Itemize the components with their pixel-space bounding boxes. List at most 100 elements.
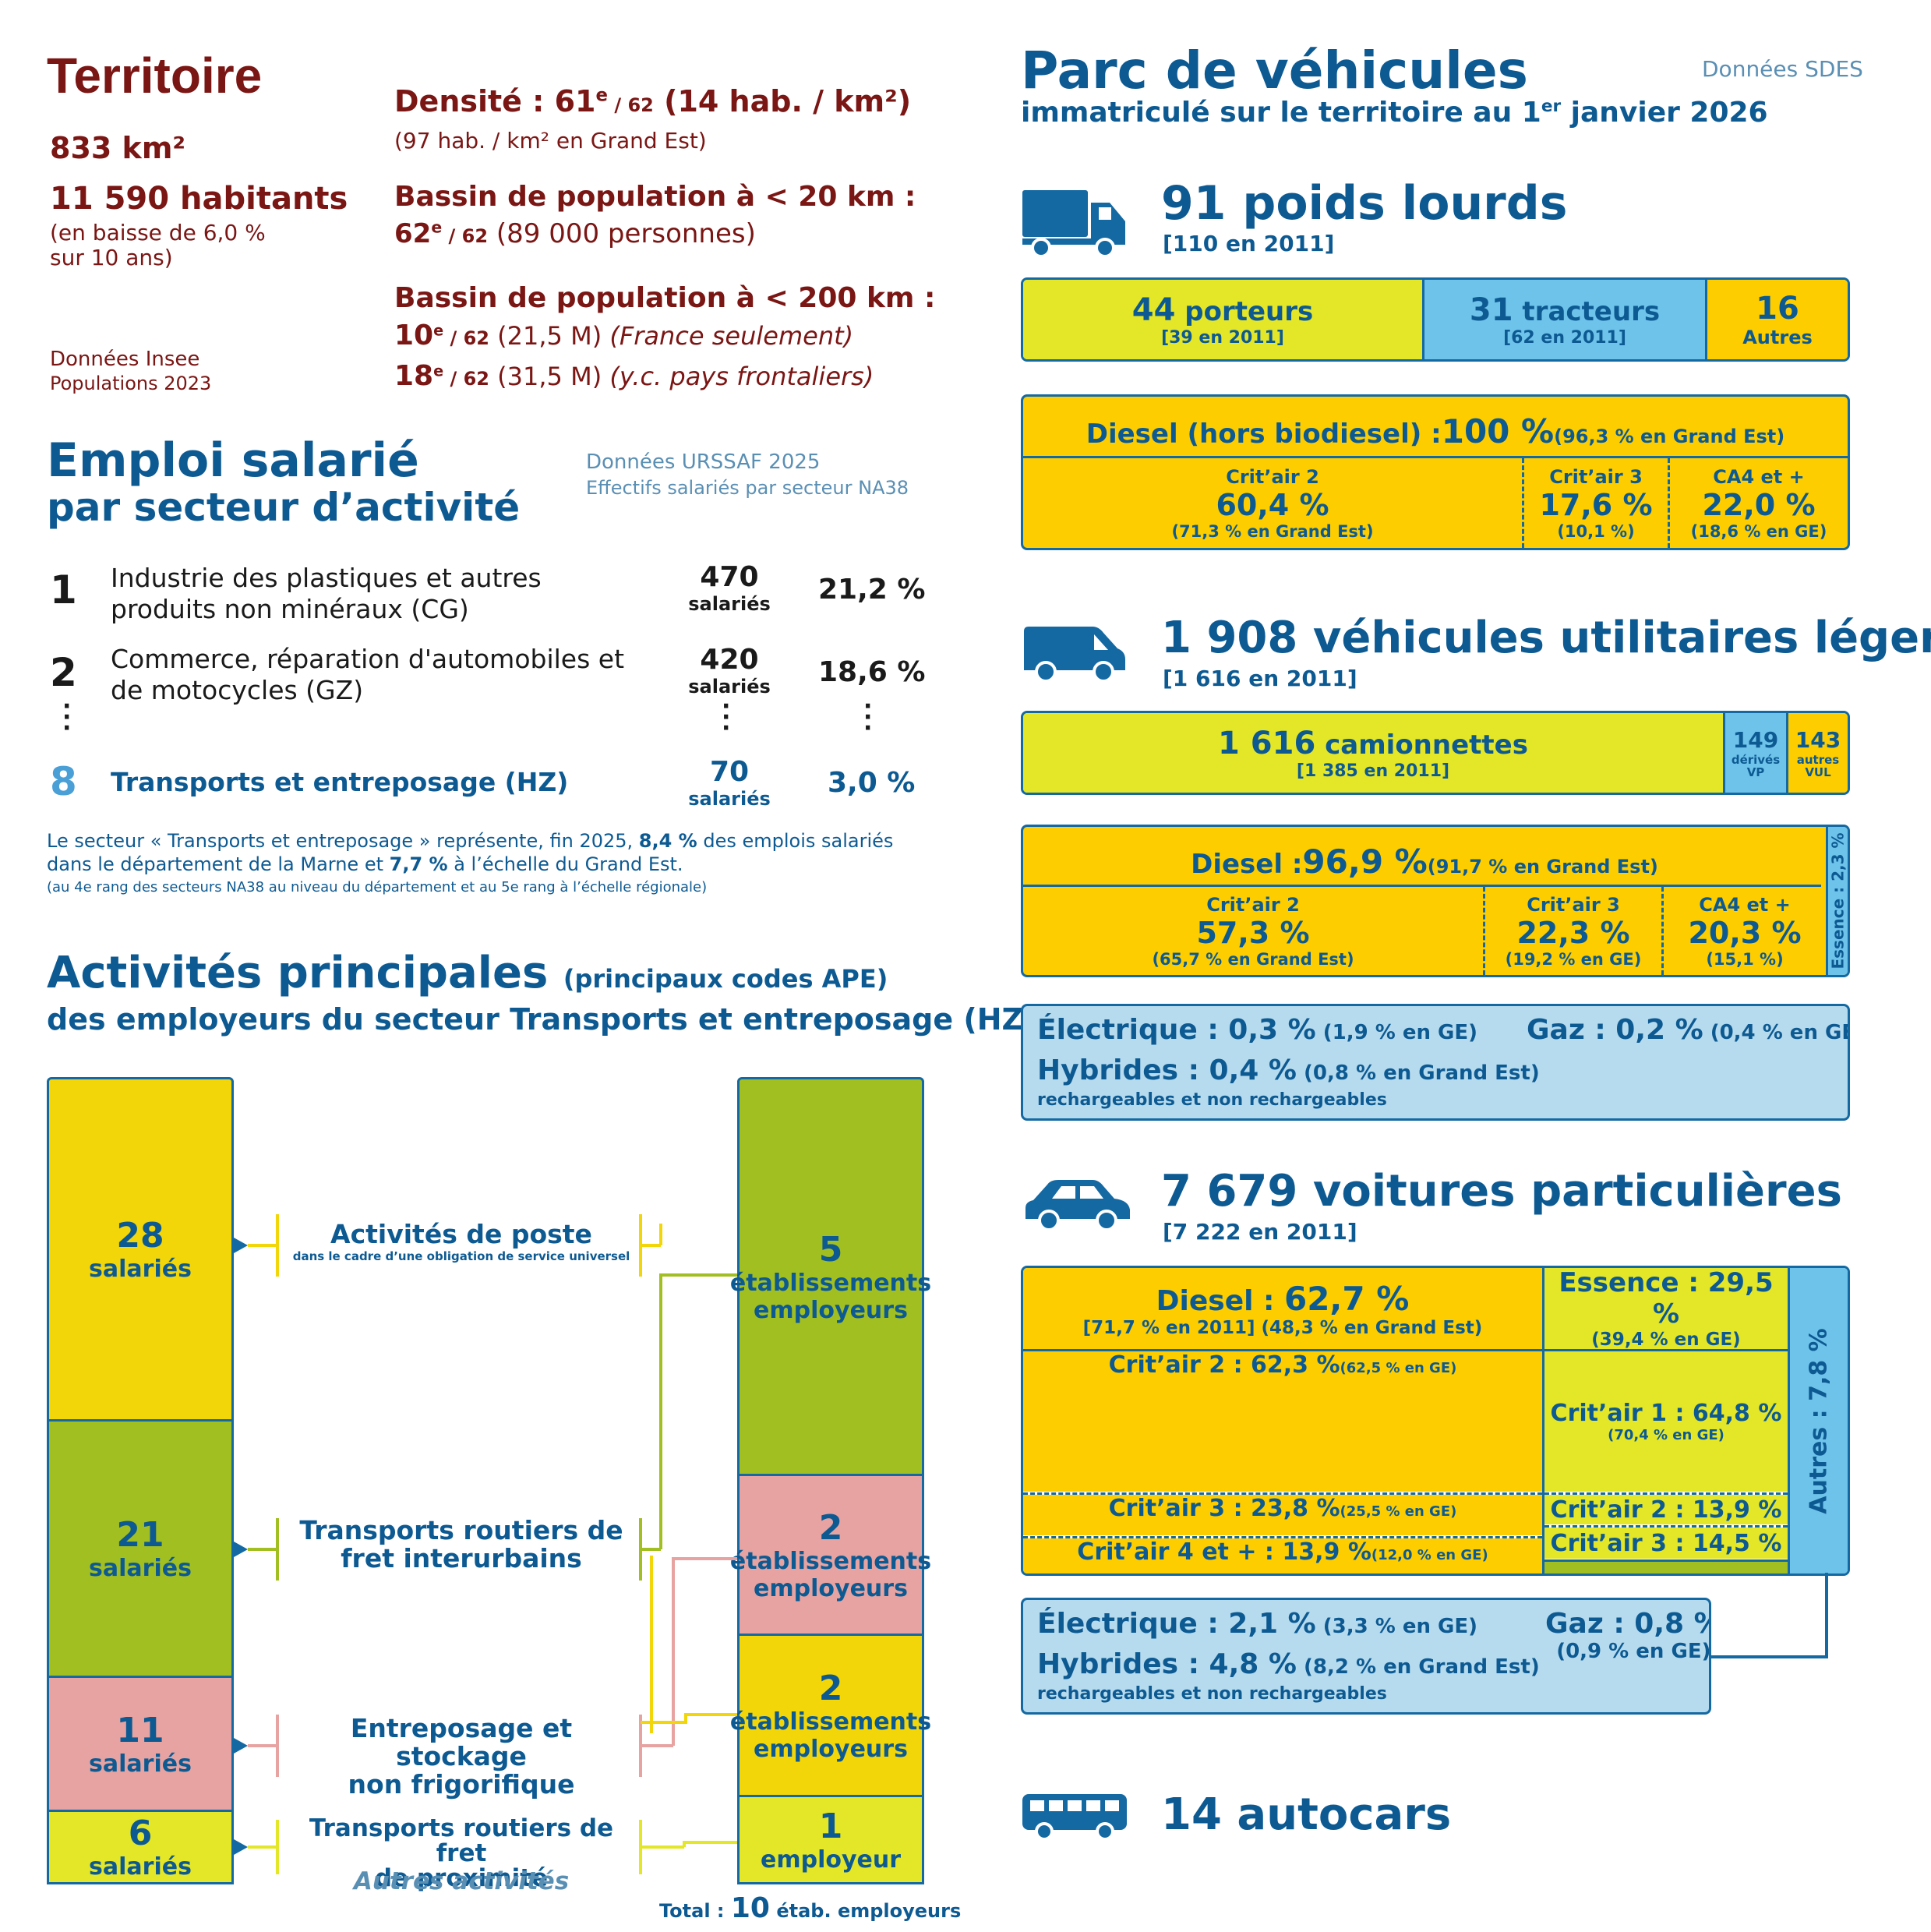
parc-title: Parc de véhicules <box>1021 41 1528 101</box>
vp-autres-link-v <box>1825 1573 1828 1658</box>
vul-hybrides: Hybrides : 0,4 % (0,8 % en Grand Est) <box>1037 1054 1540 1086</box>
right-bar-postes: 5 établissements employeurs <box>730 1077 931 1476</box>
pl-tracteurs: 31 tracteurs [62 en 2011] <box>1424 280 1705 359</box>
vp-hybrides: Hybrides : 4,8 % (8,2 % en Grand Est) <box>1037 1648 1540 1680</box>
rank-8: 8 <box>50 759 77 804</box>
baisse-2: sur 10 ans) <box>50 245 173 270</box>
vul-electrique: Électrique : 0,3 % (1,9 % en GE) <box>1037 1014 1477 1046</box>
vp-essence: Essence : 29,5 % (39,4 % en GE) <box>1544 1268 1788 1350</box>
vul-energie-box: Diesel : 96,9 % (91,7 % en Grand Est) Cr… <box>1021 825 1850 977</box>
bus-icon <box>1022 1794 1127 1841</box>
pl-critair3: Crit’air 3 17,6 % (10,1 %) <box>1539 465 1653 541</box>
parc-subtitle: immatriculé sur le territoire au 1er jan… <box>1021 97 1768 129</box>
bassin20-value: 62e / 62 (89 000 personnes) <box>394 217 756 249</box>
activity-connectors <box>234 1214 737 1874</box>
autocars-title: 14 autocars <box>1161 1789 1452 1840</box>
vp-diesel-critair2: Crit’air 2 : 62,3 % (62,5 % en GE) <box>1023 1351 1542 1492</box>
vp-sub: [7 222 en 2011] <box>1163 1219 1357 1245</box>
right-bar-entreposage: 2 établissements employeurs <box>730 1634 931 1797</box>
vp-diesel: Diesel : 62,7 % [71,7 % en 2011] (48,3 %… <box>1023 1268 1542 1349</box>
sector-8-count: 70 salariés <box>688 756 771 810</box>
vul-camionnettes: 1 616 camionnettes [1 385 en 2011] <box>1023 713 1723 793</box>
vul-hybrides-sub: rechargeables et non rechargeables <box>1037 1090 1387 1110</box>
left-bar-entreposage: 11 salariés <box>47 1676 234 1812</box>
vp-electrique: Électrique : 2,1 % (3,3 % en GE) <box>1037 1608 1477 1640</box>
vp-autres-connector <box>1714 1574 1792 1660</box>
activites-title: Activités principales (principaux codes … <box>47 948 888 998</box>
source-insee-2: Populations 2023 <box>50 373 212 394</box>
baisse: (en baisse de 6,0 % <box>50 220 266 245</box>
vp-energie-box: Diesel : 62,7 % [71,7 % en 2011] (48,3 %… <box>1021 1266 1850 1576</box>
vul-autres: 143 autres VUL <box>1788 713 1848 793</box>
vul-sub: [1 616 en 2011] <box>1163 666 1357 691</box>
sector-2-count: 420 salariés <box>688 644 771 698</box>
emploi-note: Le secteur « Transports et entreposage »… <box>47 830 894 895</box>
vp-essence-critair2: Crit’air 2 : 13,9 % <box>1544 1495 1788 1524</box>
vul-alternatives-box: Électrique : 0,3 % (1,9 % en GE) Gaz : 0… <box>1021 1004 1850 1121</box>
vp-essence-critair3: Crit’air 3 : 14,5 % <box>1544 1528 1788 1559</box>
territoire-title: Territoire <box>47 48 263 104</box>
vul-critair3: Crit’air 3 22,3 % (19,2 % en GE) <box>1505 893 1642 969</box>
emploi-title: Emploi salarié <box>47 433 419 488</box>
right-bar-interurbains: 2 établissements employeurs <box>730 1474 931 1636</box>
source-insee: Données Insee <box>50 348 200 371</box>
pl-types-box: 44 porteurs [39 en 2011] 31 tracteurs [6… <box>1021 277 1850 362</box>
vp-alternatives-box: Électrique : 2,1 % (3,3 % en GE) Gaz : 0… <box>1021 1598 1711 1715</box>
vp-autres-link-h <box>1710 1655 1828 1658</box>
area: 833 km² <box>50 131 186 165</box>
right-bar-proximite: 1 employeur <box>737 1795 924 1884</box>
densite-ge: (97 hab. / km² en Grand Est) <box>394 128 707 154</box>
urssaf-source-2: Effectifs salariés par secteur NA38 <box>586 477 909 499</box>
pl-porteurs: 44 porteurs [39 en 2011] <box>1023 280 1422 359</box>
rank-2: 2 <box>50 650 77 695</box>
densite: Densité : 61e / 62 (14 hab. / km²) <box>394 84 912 118</box>
vul-diesel: Diesel : 96,9 % (91,7 % en Grand Est) <box>1191 842 1658 881</box>
total-employeurs: Total : 10 étab. employeurs <box>659 1892 962 1924</box>
pl-critair2: Crit’air 2 60,4 % (71,3 % en Grand Est) <box>1171 465 1374 541</box>
car-icon <box>1026 1180 1130 1231</box>
pl-diesel: Diesel (hors biodiesel) : 100 % (96,3 % … <box>1086 412 1785 450</box>
label-postes: Activités de poste dans le cadre d’une o… <box>292 1219 630 1263</box>
sector-1-count: 470 salariés <box>688 561 771 615</box>
left-bar-proximite: 6 salariés <box>47 1810 234 1884</box>
vul-critair4: CA4 et +20,3 % (15,1 %) <box>1688 893 1802 969</box>
truck-icon <box>1022 190 1125 258</box>
sector-2-label: Commerce, réparation d'automobiles et de … <box>111 644 625 705</box>
habitants: 11 590 habitants <box>50 181 348 217</box>
ellipsis-rank: · · · <box>62 693 72 742</box>
vp-title: 7 679 voitures particulières <box>1161 1166 1842 1217</box>
vul-essence: Essence : 2,3 % <box>1828 827 1848 975</box>
vp-essence-critair1: Crit’air 1 : 64,8 % (70,4 % en GE) <box>1544 1351 1788 1492</box>
sector-2-pct: 18,6 % <box>818 656 926 688</box>
bassin200-r1: 10e / 62 (21,5 M) (France seulement) <box>394 320 854 351</box>
vul-title: 1 908 véhicules utilitaires légers <box>1161 613 1931 663</box>
vp-hybrides-sub: rechargeables et non rechargeables <box>1037 1684 1387 1704</box>
bassin200-label: Bassin de population à < 200 km : <box>394 282 936 314</box>
pl-sub: [110 en 2011] <box>1163 231 1335 256</box>
bassin20-label: Bassin de population à < 20 km : <box>394 181 916 213</box>
pl-title: 91 poids lourds <box>1161 176 1568 231</box>
urssaf-source: Données URSSAF 2025 <box>586 450 821 474</box>
pl-critair4: CA4 et +22,0 % (18,6 % en GE) <box>1690 465 1827 541</box>
emploi-subtitle: par secteur d’activité <box>47 485 521 530</box>
label-proximite: Transports routiers de fret de proximité <box>309 1814 614 1892</box>
sdes-source: Données SDES <box>1702 56 1863 82</box>
sector-8-label: Transports et entreposage (HZ) <box>111 767 569 797</box>
bassin200-r2: 18e / 62 (31,5 M) (y.c. pays frontaliers… <box>394 360 874 392</box>
vul-types-box: 1 616 camionnettes [1 385 en 2011] 149 dé… <box>1021 711 1850 795</box>
pl-energie-box: Diesel (hors biodiesel) : 100 % (96,3 % … <box>1021 394 1850 550</box>
vul-gaz: Gaz : 0,2 % (0,4 % en GE) <box>1527 1014 1850 1046</box>
activites-subtitle: des employeurs du secteur Transports et … <box>47 1002 1037 1037</box>
sector-8-pct: 3,0 % <box>828 767 916 799</box>
ellipsis-count: · · · <box>722 693 731 742</box>
van-icon <box>1024 627 1125 683</box>
ellipsis-pct: · · · <box>863 693 873 742</box>
sector-1-pct: 21,2 % <box>818 574 926 606</box>
vp-autres: Autres : 7,8 % <box>1790 1268 1848 1574</box>
vul-critair2: Crit’air 2 57,3 % (65,7 % en Grand Est) <box>1152 893 1354 969</box>
vp-gaz: Gaz : 0,8 % (0,9 % en GE) <box>1545 1608 1711 1663</box>
label-entreposage: Entreposage et stockage non frigorifique <box>348 1713 575 1800</box>
vp-diesel-critair4: Crit’air 4 et + : 13,9 % (12,0 % en GE) <box>1023 1538 1542 1574</box>
vp-essence-autres <box>1544 1559 1788 1574</box>
sector-1-label: Industrie des plastiques et autres produi… <box>111 563 542 624</box>
